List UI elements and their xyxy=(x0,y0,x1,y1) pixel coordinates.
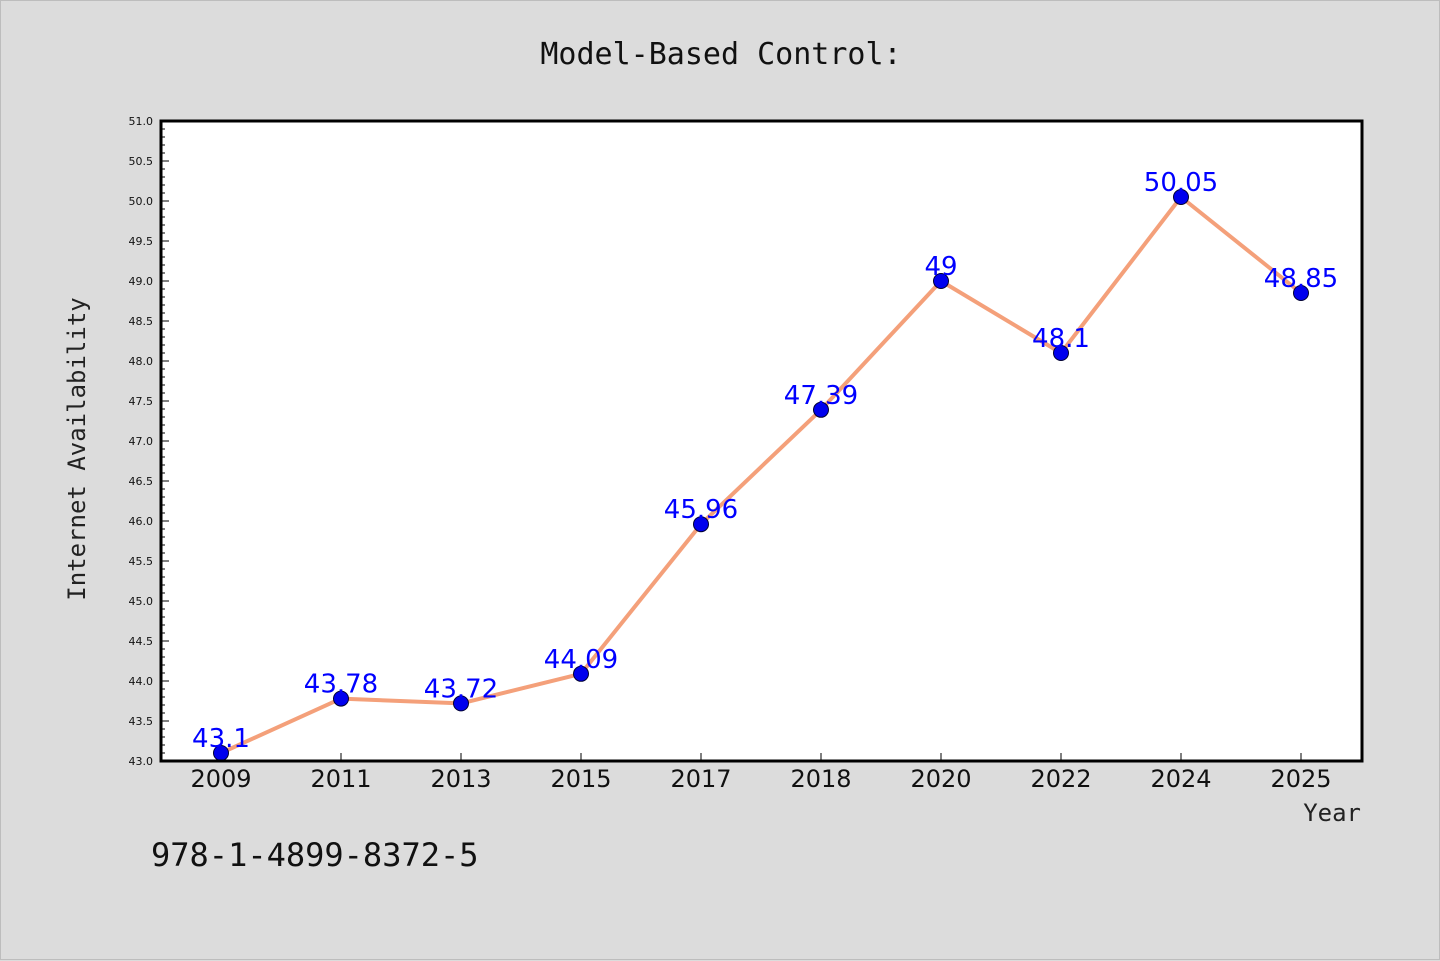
data-label: 50.05 xyxy=(1144,168,1218,198)
x-tick-label: 2024 xyxy=(1150,765,1211,793)
y-tick-label: 49.5 xyxy=(129,235,154,248)
y-tick-label: 46.0 xyxy=(129,515,154,528)
data-label: 45.96 xyxy=(664,495,738,525)
y-tick-label: 47.0 xyxy=(129,435,154,448)
y-tick-label: 43.5 xyxy=(129,715,154,728)
data-point xyxy=(573,665,589,682)
chart-title: Model-Based Control: xyxy=(540,37,901,72)
y-tick-label: 43.0 xyxy=(129,755,154,768)
data-label: 43.78 xyxy=(304,670,378,700)
x-tick-label: 2025 xyxy=(1270,765,1331,793)
plot-area xyxy=(161,121,1362,761)
y-tick-label: 47.5 xyxy=(129,395,154,408)
y-tick-label: 45.5 xyxy=(129,555,154,568)
data-label: 43.72 xyxy=(424,674,498,704)
plot-border xyxy=(159,119,1364,763)
data-point xyxy=(693,516,709,533)
y-tick-label: 45.0 xyxy=(129,595,154,608)
x-axis-label: Year xyxy=(1303,799,1361,827)
data-label: 44.09 xyxy=(544,645,618,675)
series-layer xyxy=(213,189,1309,761)
data-labels: 43.1 43.78 43.72 44.09 45.96 47.39 49 48.1 50.05… xyxy=(192,168,1338,754)
y-tick-label: 46.5 xyxy=(129,475,154,488)
data-point xyxy=(933,273,949,289)
x-tick-label: 2022 xyxy=(1030,765,1091,793)
x-tick-label: 2009 xyxy=(190,765,251,793)
x-tick-label: 2013 xyxy=(430,765,491,793)
x-tick-label: 2011 xyxy=(310,765,371,793)
data-label: 48.1 xyxy=(1032,324,1090,354)
y-axis: 43.0 43.5 44.0 44.5 45.0 45.5 46.0 46.5 47.0 47.5… xyxy=(129,115,169,768)
data-label: 49 xyxy=(924,252,957,282)
y-tick-label: 44.5 xyxy=(129,635,154,648)
data-label: 43.1 xyxy=(192,724,250,754)
y-tick-label: 50.5 xyxy=(129,155,154,168)
data-label: 48.85 xyxy=(1264,264,1338,294)
y-tick-label: 48.5 xyxy=(129,315,154,328)
x-axis: 2009 2011 2013 2015 2017 2018 2020 2022 2024 2025 xyxy=(190,753,1332,793)
y-tick-label: 50.0 xyxy=(129,195,154,208)
isbn-text: 978-1-4899-8372-5 xyxy=(151,836,479,874)
data-point xyxy=(333,690,349,707)
data-point xyxy=(1053,345,1069,361)
x-tick-label: 2017 xyxy=(670,765,731,793)
x-tick-label: 2020 xyxy=(910,765,971,793)
series-line xyxy=(220,195,1303,755)
data-point xyxy=(453,695,469,712)
y-tick-label: 48.0 xyxy=(129,355,154,368)
x-tick-label: 2015 xyxy=(550,765,611,793)
data-point xyxy=(1293,285,1309,301)
data-point xyxy=(813,401,829,418)
data-point xyxy=(1173,189,1189,205)
y-tick-label: 49.0 xyxy=(129,275,154,288)
y-tick-label: 51.0 xyxy=(129,115,154,128)
y-axis-label: Internet Availability xyxy=(63,297,91,600)
x-tick-label: 2018 xyxy=(790,765,851,793)
data-label: 47.39 xyxy=(784,381,858,411)
y-tick-label: 44.0 xyxy=(129,675,154,688)
